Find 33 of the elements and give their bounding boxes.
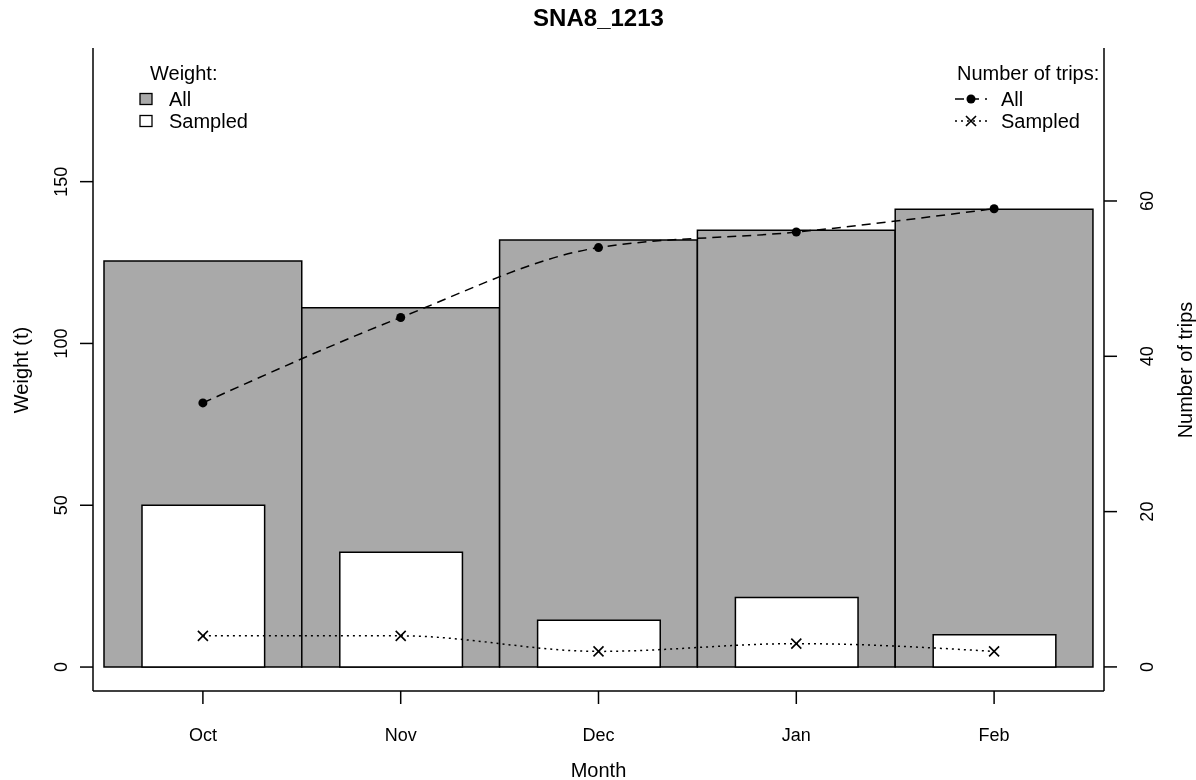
x-tick-label: Nov <box>384 725 417 745</box>
point <box>791 227 801 237</box>
y-tick-label: 100 <box>51 328 71 359</box>
point <box>198 398 208 408</box>
text: Number of trips: <box>957 62 1100 84</box>
y2-tick-label: 20 <box>1137 501 1157 522</box>
x-axis-title: Month <box>569 759 628 780</box>
point <box>790 637 803 650</box>
x-tick-label: Dec <box>582 725 615 745</box>
point <box>592 645 605 658</box>
x-tick-label: Jan <box>781 725 811 745</box>
y2-tick-label: 0 <box>1137 661 1157 672</box>
point <box>396 312 406 322</box>
y-tick-label: 50 <box>51 495 71 516</box>
y2-axis-title: Number of trips <box>1174 301 1196 438</box>
point <box>594 243 603 253</box>
legend-label: Sampled <box>169 109 248 132</box>
y-axis-title: Weight (t) <box>10 326 32 413</box>
text: Weight: <box>150 62 218 84</box>
y-tick-label: 0 <box>51 662 71 673</box>
y2-tick-label: 60 <box>1137 190 1157 211</box>
chart-title: SNA8_1213 <box>532 4 665 32</box>
point <box>197 630 209 642</box>
legend-label: All <box>1001 88 1024 110</box>
y-tick-label: 150 <box>51 166 71 197</box>
point <box>989 204 999 214</box>
legend-label: All <box>169 88 192 110</box>
x-tick-label: Oct <box>188 725 217 745</box>
y2-tick-label: 40 <box>1137 346 1157 367</box>
legend-label: Sampled <box>1001 109 1080 132</box>
x-tick-label: Feb <box>978 725 1010 745</box>
point <box>988 645 1000 658</box>
point <box>394 630 407 642</box>
